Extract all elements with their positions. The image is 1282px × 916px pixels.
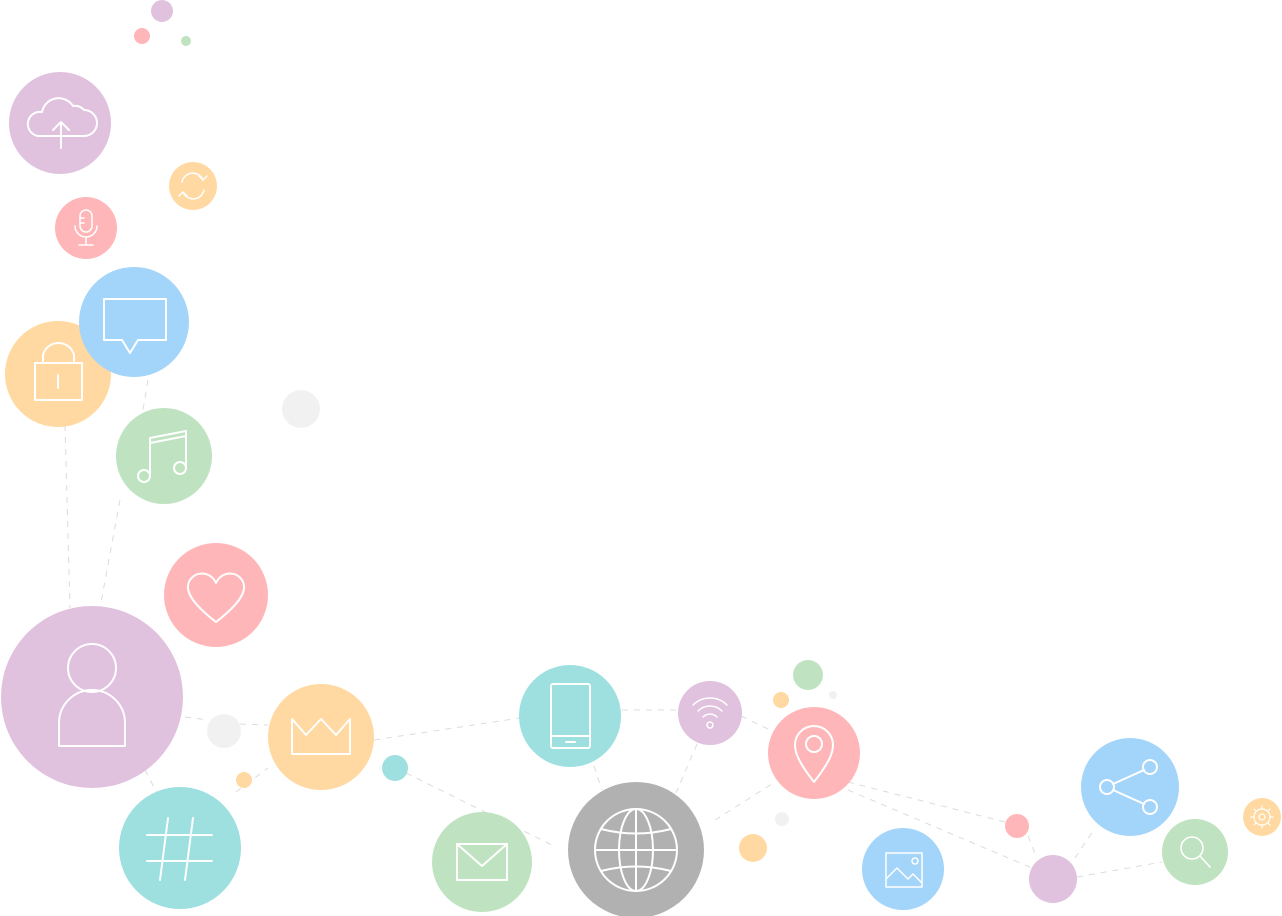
dot-gray — [775, 812, 789, 826]
dot-gray — [829, 691, 837, 699]
dot-orange — [773, 692, 789, 708]
heart-icon — [186, 572, 246, 623]
envelope-node — [432, 812, 532, 912]
share-icon — [1099, 759, 1158, 815]
chat-bubble-node — [79, 267, 189, 377]
dot-pink — [134, 28, 150, 44]
dot-orange — [739, 834, 767, 862]
location-pin-icon — [794, 725, 834, 783]
dot-orange — [236, 772, 252, 788]
hashtag-icon — [146, 817, 213, 881]
music-node — [116, 408, 212, 504]
dot-purple — [151, 0, 173, 22]
dot-green — [793, 660, 823, 690]
dot-pink — [1005, 814, 1029, 838]
refresh-node — [169, 162, 217, 210]
location-pin-node — [768, 707, 860, 799]
image-node — [862, 828, 944, 910]
heart-node — [164, 543, 268, 647]
dot-purple — [1029, 855, 1077, 903]
lock-node — [5, 321, 111, 427]
gear-node — [1243, 798, 1281, 836]
music-note-icon — [137, 430, 187, 483]
connection-lines — [64, 379, 1163, 878]
share-node — [1081, 738, 1179, 836]
user-node — [1, 606, 183, 788]
user-icon — [58, 643, 126, 747]
hashtag-node — [119, 787, 241, 909]
wifi-icon — [692, 697, 728, 729]
wifi-node — [678, 681, 742, 745]
dot-green — [181, 36, 191, 46]
dot-gray — [207, 714, 241, 748]
globe-node — [568, 782, 704, 916]
gear-icon — [1250, 805, 1274, 829]
lock-icon — [34, 342, 83, 401]
chat-bubble-icon — [103, 298, 167, 354]
crown-node — [268, 684, 374, 790]
refresh-icon — [178, 172, 208, 200]
microphone-node — [55, 197, 117, 259]
smartphone-node — [519, 665, 621, 767]
search-icon — [1180, 836, 1211, 868]
search-node — [1162, 819, 1228, 885]
decorative-dots — [134, 0, 1077, 903]
cloud-upload-icon — [26, 97, 98, 149]
smartphone-icon — [550, 683, 591, 749]
microphone-icon — [74, 209, 98, 246]
crown-icon — [291, 718, 351, 755]
image-icon — [885, 852, 923, 888]
dot-teal — [382, 755, 408, 781]
cloud-upload-node — [9, 72, 111, 174]
globe-icon — [594, 808, 678, 892]
dot-gray — [282, 390, 320, 428]
envelope-icon — [456, 843, 508, 881]
